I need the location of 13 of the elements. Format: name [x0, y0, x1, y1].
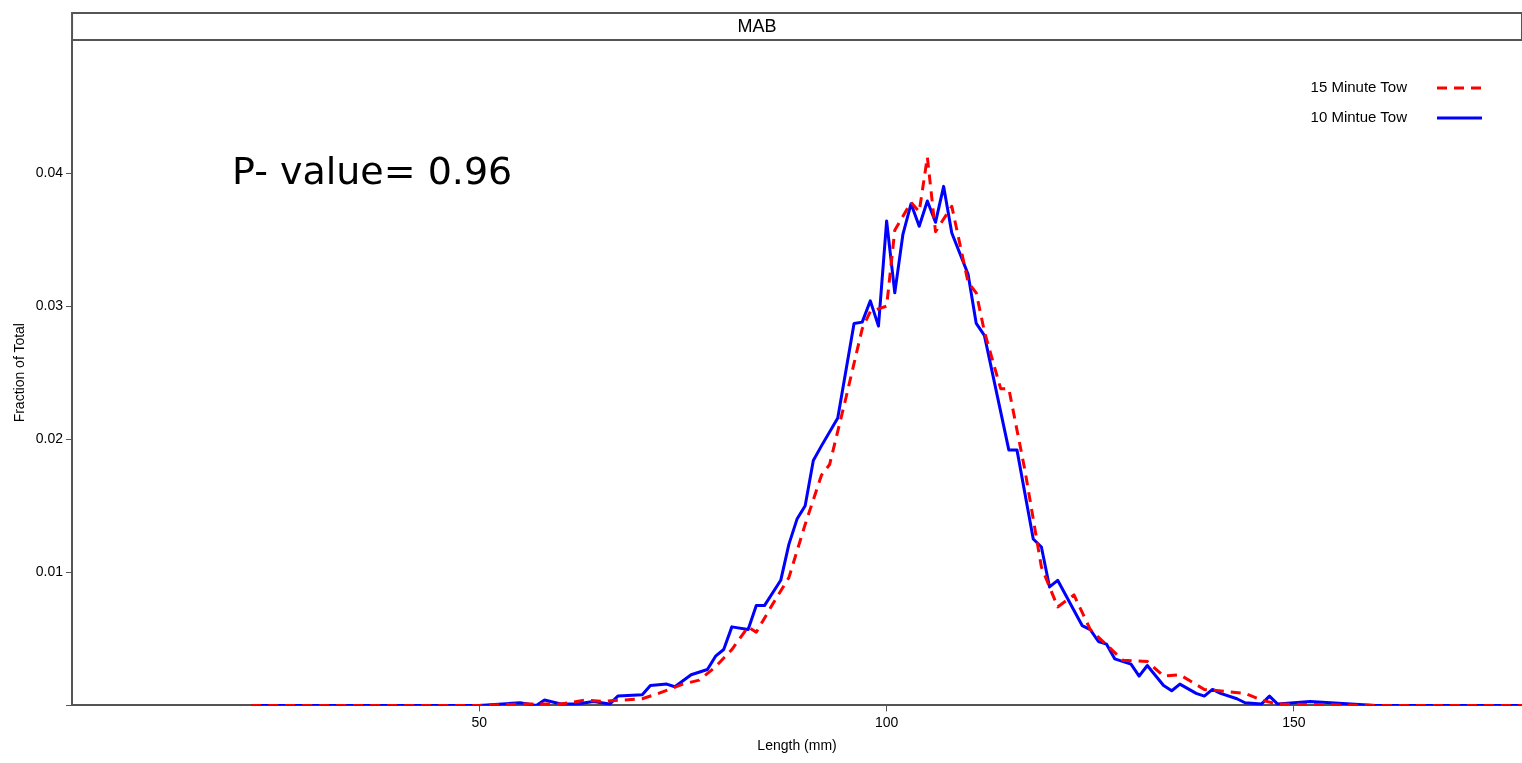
x-tick-label: 100: [874, 713, 899, 730]
legend-label: 10 Mintue Tow: [1310, 108, 1408, 126]
y-tick-label: 0.04: [35, 163, 64, 180]
x-tick-label: 150: [1282, 713, 1306, 730]
legend-label: 15 Minute Tow: [1310, 78, 1408, 96]
x-axis-title: Length (mm): [757, 737, 837, 754]
y-tick-label: 0.01: [35, 563, 64, 580]
y-tick-label: 0.02: [35, 430, 64, 447]
chart-title: MAB: [737, 15, 777, 36]
annotation: P- value= 0.96: [232, 148, 513, 193]
x-tick-label: 50: [471, 713, 488, 730]
y-tick-label: 0.03: [35, 297, 64, 314]
y-axis-title: Fraction of Total: [11, 323, 28, 423]
